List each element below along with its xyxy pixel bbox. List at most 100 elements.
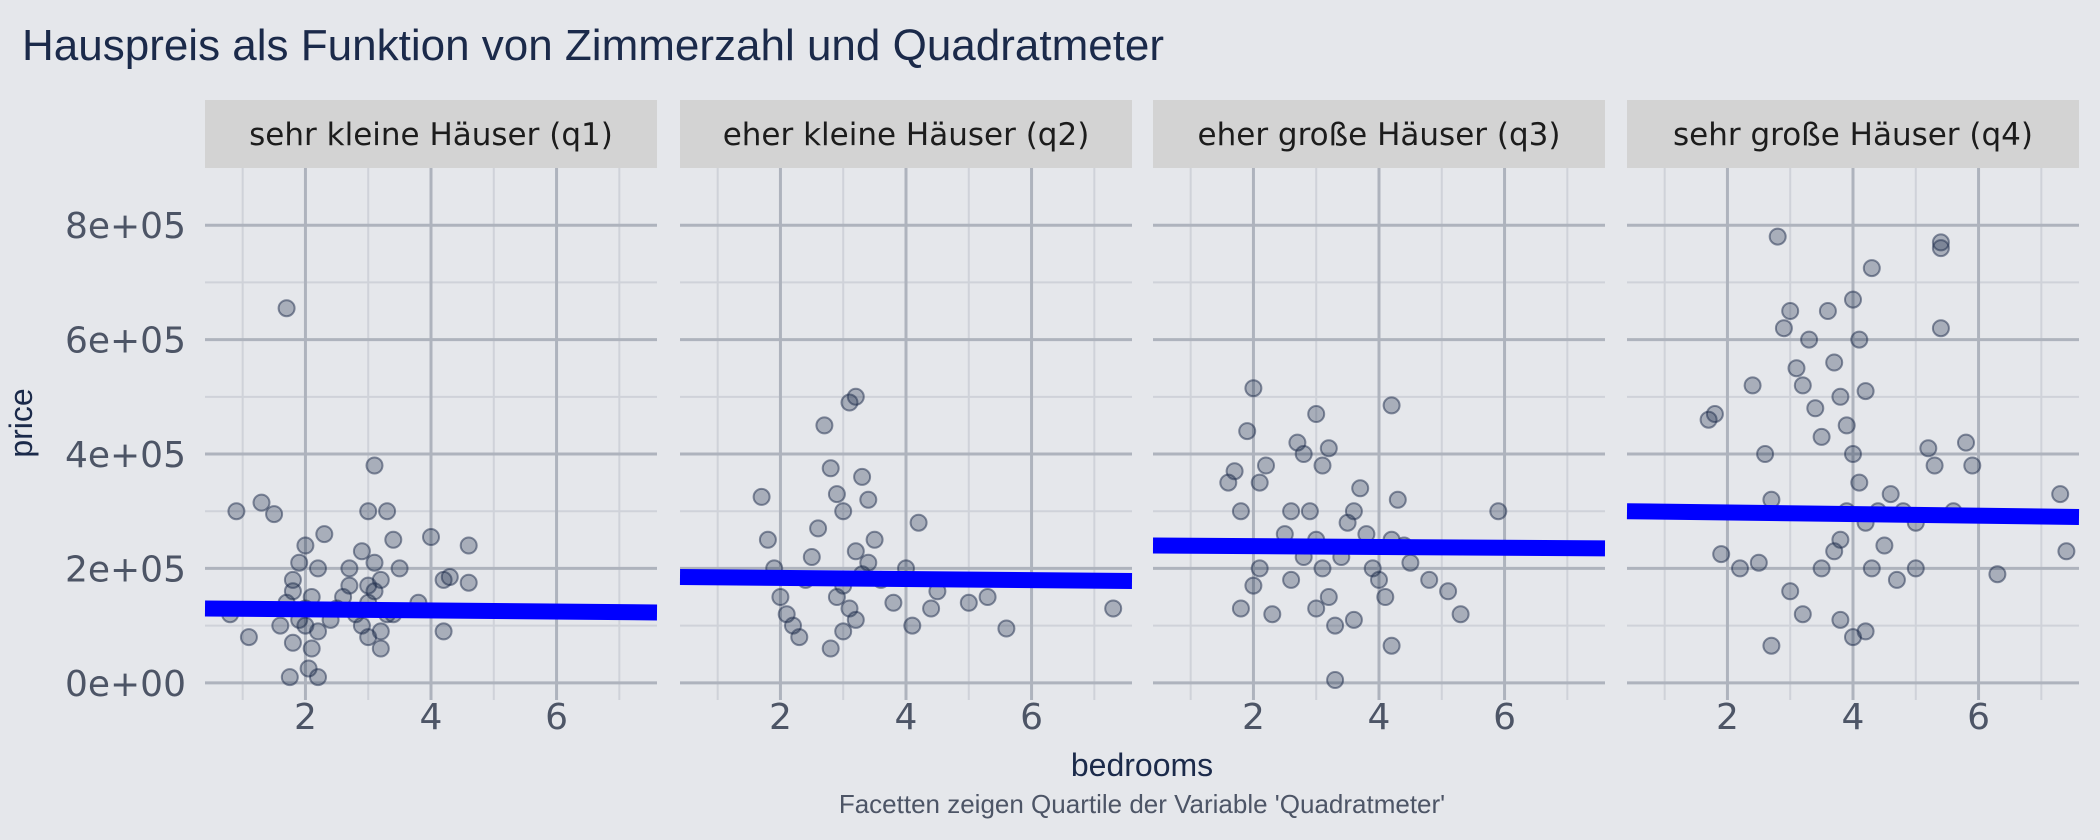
data-point bbox=[815, 416, 834, 435]
data-point bbox=[846, 387, 865, 406]
data-point bbox=[959, 593, 978, 612]
data-point bbox=[1806, 399, 1825, 418]
data-point bbox=[997, 619, 1016, 638]
data-point bbox=[1319, 588, 1338, 606]
facet-strip-label: eher große Häuser (q3) bbox=[1198, 117, 1561, 153]
data-point bbox=[846, 542, 865, 561]
x-tick-label: 2 bbox=[1716, 697, 1739, 738]
data-point bbox=[296, 536, 315, 555]
data-point bbox=[884, 593, 903, 612]
x-tick-label: 2 bbox=[294, 697, 317, 738]
data-point bbox=[1376, 588, 1395, 606]
x-tick-label: 2 bbox=[769, 697, 792, 738]
x-tick-label: 6 bbox=[1967, 697, 1990, 738]
facet-strip bbox=[1627, 100, 2079, 168]
facet-strip bbox=[680, 100, 1132, 168]
data-point bbox=[1451, 605, 1470, 624]
data-point bbox=[359, 628, 378, 647]
data-point bbox=[903, 616, 922, 635]
data-point bbox=[1439, 582, 1458, 601]
data-point bbox=[1250, 559, 1269, 578]
data-point bbox=[1749, 553, 1768, 572]
data-point bbox=[359, 576, 378, 595]
data-point bbox=[390, 559, 409, 578]
data-point bbox=[834, 622, 853, 641]
data-point bbox=[1781, 582, 1800, 601]
data-point bbox=[758, 530, 777, 549]
data-point bbox=[1712, 545, 1731, 564]
data-point bbox=[1705, 405, 1724, 423]
x-tick-label: 6 bbox=[1493, 697, 1516, 738]
data-point bbox=[227, 502, 246, 521]
data-point bbox=[252, 493, 271, 512]
data-point bbox=[290, 553, 309, 572]
data-point bbox=[1313, 559, 1332, 578]
data-point bbox=[1856, 622, 1875, 641]
data-point bbox=[239, 628, 258, 647]
data-point bbox=[434, 622, 453, 641]
data-point bbox=[1250, 473, 1269, 492]
facet-strip-label: sehr große Häuser (q4) bbox=[1673, 117, 2033, 153]
data-point bbox=[1756, 445, 1775, 463]
data-point bbox=[365, 553, 384, 572]
data-point bbox=[771, 588, 790, 606]
data-point bbox=[2057, 542, 2076, 561]
x-axis-title: bedrooms bbox=[1071, 747, 1213, 783]
x-tick-label: 4 bbox=[420, 697, 443, 738]
data-point bbox=[1837, 416, 1856, 435]
data-point bbox=[802, 548, 821, 566]
data-point bbox=[283, 633, 302, 652]
data-point bbox=[1957, 433, 1975, 452]
facet-strip bbox=[205, 100, 657, 168]
data-point bbox=[302, 639, 321, 658]
data-point bbox=[1768, 227, 1787, 246]
data-point bbox=[1307, 405, 1326, 423]
data-point bbox=[1351, 479, 1370, 498]
facet-strip bbox=[1153, 100, 1605, 168]
data-point bbox=[1875, 536, 1894, 555]
data-point bbox=[1812, 427, 1831, 446]
data-point bbox=[1850, 330, 1869, 349]
data-point bbox=[1793, 376, 1812, 395]
data-point bbox=[1238, 422, 1257, 441]
data-point bbox=[809, 519, 828, 538]
data-point bbox=[365, 456, 384, 475]
data-point bbox=[309, 668, 327, 687]
data-point bbox=[340, 576, 359, 595]
data-point bbox=[1825, 542, 1844, 561]
data-point bbox=[1774, 319, 1793, 338]
data-point bbox=[821, 459, 840, 478]
data-point bbox=[459, 573, 478, 592]
chart-caption: Facetten zeigen Quartile der Variable 'Q… bbox=[839, 789, 1445, 819]
x-tick-label: 4 bbox=[1368, 697, 1391, 738]
data-point bbox=[1326, 671, 1345, 689]
data-point bbox=[790, 628, 809, 647]
data-point bbox=[1420, 570, 1439, 589]
data-point bbox=[1370, 570, 1388, 589]
data-point bbox=[277, 299, 296, 318]
data-point bbox=[1257, 456, 1275, 475]
data-point bbox=[846, 610, 865, 629]
data-point bbox=[440, 568, 459, 586]
data-point bbox=[1231, 502, 1250, 521]
data-point bbox=[1743, 376, 1762, 395]
facet-panel-4: sehr große Häuser (q4) 2 4 6 bbox=[1626, 100, 2080, 738]
data-point bbox=[1831, 610, 1850, 629]
data-point bbox=[422, 528, 440, 546]
data-point bbox=[834, 502, 853, 521]
data-point bbox=[1319, 439, 1338, 458]
data-point bbox=[859, 490, 878, 509]
x-tick-label: 6 bbox=[1020, 697, 1043, 738]
data-point bbox=[1294, 445, 1313, 463]
data-point bbox=[384, 530, 403, 549]
facet-panel-2: eher kleine Häuser (q2) 2 4 6 bbox=[679, 100, 1133, 738]
data-point bbox=[296, 616, 315, 635]
data-point bbox=[1731, 559, 1749, 578]
data-point bbox=[1925, 456, 1944, 475]
data-point bbox=[978, 588, 997, 606]
data-point bbox=[271, 616, 290, 635]
data-point bbox=[1104, 599, 1123, 618]
data-point bbox=[1963, 456, 1982, 475]
data-point bbox=[1862, 259, 1881, 278]
data-point bbox=[1244, 576, 1263, 595]
